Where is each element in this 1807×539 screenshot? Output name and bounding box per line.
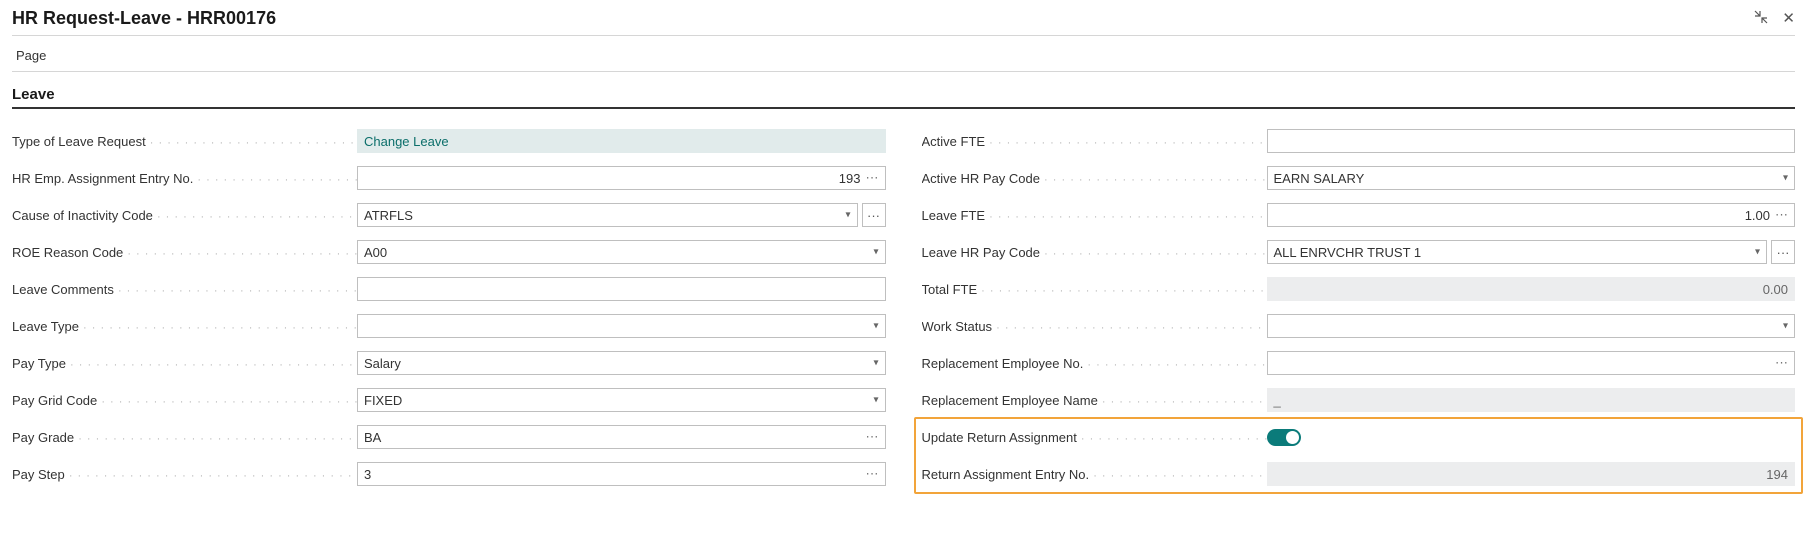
field-label: Return Assignment Entry No. [922, 467, 1267, 482]
pay-grade-input[interactable]: BA··· [357, 425, 886, 449]
field-label: ROE Reason Code [12, 245, 357, 260]
close-icon[interactable]: ✕ [1782, 11, 1795, 26]
field-pay-type: Pay Type Salary▾ [12, 351, 886, 375]
field-label: Type of Leave Request [12, 134, 357, 149]
roe-reason-select[interactable]: A00▾ [357, 240, 886, 264]
cause-of-inactivity-lookup-button[interactable]: ··· [862, 203, 886, 227]
active-hr-pay-code-select[interactable]: EARN SALARY▾ [1267, 166, 1796, 190]
field-update-return-assignment: Update Return Assignment [922, 425, 1796, 449]
form-body: Type of Leave Request Change Leave HR Em… [12, 129, 1795, 499]
update-return-assignment-toggle[interactable] [1267, 429, 1301, 446]
field-leave-fte: Leave FTE 1.00··· [922, 203, 1796, 227]
field-label: Active FTE [922, 134, 1267, 149]
chevron-down-icon: ▾ [873, 321, 878, 332]
chevron-down-icon: ▾ [1783, 173, 1788, 184]
field-label: Update Return Assignment [922, 430, 1267, 445]
field-pay-grid-code: Pay Grid Code FIXED▾ [12, 388, 886, 412]
field-cause-of-inactivity: Cause of Inactivity Code ATRFLS▾ ··· [12, 203, 886, 227]
window-controls: ✕ [1754, 10, 1795, 27]
field-type-of-leave-request: Type of Leave Request Change Leave [12, 129, 886, 153]
field-roe-reason-code: ROE Reason Code A00▾ [12, 240, 886, 264]
chevron-down-icon: ▾ [873, 247, 878, 258]
lookup-icon[interactable]: ··· [1775, 355, 1788, 370]
hr-emp-assignment-input[interactable]: 193··· [357, 166, 886, 190]
field-label: Total FTE [922, 282, 1267, 297]
pay-grid-code-select[interactable]: FIXED▾ [357, 388, 886, 412]
field-label: Replacement Employee No. [922, 356, 1267, 371]
pay-step-input[interactable]: 3··· [357, 462, 886, 486]
lookup-icon[interactable]: ··· [866, 466, 879, 481]
replacement-emp-name-value: _ [1267, 388, 1796, 412]
page-menu[interactable]: Page [16, 48, 46, 63]
type-of-leave-request-value: Change Leave [357, 129, 886, 153]
form-column-left: Type of Leave Request Change Leave HR Em… [12, 129, 886, 499]
leave-fte-input[interactable]: 1.00··· [1267, 203, 1796, 227]
field-label: Leave HR Pay Code [922, 245, 1267, 260]
field-pay-step: Pay Step 3··· [12, 462, 886, 486]
field-active-fte: Active FTE [922, 129, 1796, 153]
chevron-down-icon: ▾ [873, 358, 878, 369]
field-label: Pay Type [12, 356, 357, 371]
field-label: Pay Grade [12, 430, 357, 445]
collapse-icon[interactable] [1754, 10, 1768, 27]
field-label: Pay Grid Code [12, 393, 357, 408]
field-label: Replacement Employee Name [922, 393, 1267, 408]
section-title: Leave [12, 86, 1795, 109]
field-label: Active HR Pay Code [922, 171, 1267, 186]
field-label: Leave Type [12, 319, 357, 334]
replacement-emp-no-input[interactable]: ··· [1267, 351, 1796, 375]
field-label: Leave FTE [922, 208, 1267, 223]
divider [12, 35, 1795, 36]
field-label: HR Emp. Assignment Entry No. [12, 171, 357, 186]
field-total-fte: Total FTE 0.00 [922, 277, 1796, 301]
leave-hr-pay-code-select[interactable]: ALL ENRVCHR TRUST 1▾ [1267, 240, 1768, 264]
chevron-down-icon: ▾ [873, 395, 878, 406]
pay-type-select[interactable]: Salary▾ [357, 351, 886, 375]
field-return-assignment-entry-no: Return Assignment Entry No. 194 [922, 462, 1796, 486]
title-bar: HR Request-Leave - HRR00176 ✕ [12, 8, 1795, 29]
field-active-hr-pay-code: Active HR Pay Code EARN SALARY▾ [922, 166, 1796, 190]
field-hr-emp-assignment: HR Emp. Assignment Entry No. 193··· [12, 166, 886, 190]
work-status-select[interactable]: ▾ [1267, 314, 1796, 338]
field-leave-hr-pay-code: Leave HR Pay Code ALL ENRVCHR TRUST 1▾ ·… [922, 240, 1796, 264]
total-fte-value: 0.00 [1267, 277, 1796, 301]
form-column-right: Active FTE Active HR Pay Code EARN SALAR… [922, 129, 1796, 499]
field-leave-type: Leave Type ▾ [12, 314, 886, 338]
chevron-down-icon: ▾ [1755, 247, 1760, 258]
highlighted-region: Update Return Assignment Return Assignme… [914, 417, 1804, 494]
field-pay-grade: Pay Grade BA··· [12, 425, 886, 449]
field-label: Pay Step [12, 467, 357, 482]
lookup-icon[interactable]: ··· [866, 429, 879, 444]
chevron-down-icon: ▾ [1783, 321, 1788, 332]
return-assignment-entry-no-value: 194 [1267, 462, 1796, 486]
leave-comments-input[interactable] [357, 277, 886, 301]
cause-of-inactivity-select[interactable]: ATRFLS▾ [357, 203, 858, 227]
toolbar: Page [12, 40, 1795, 72]
field-label: Leave Comments [12, 282, 357, 297]
field-label: Cause of Inactivity Code [12, 208, 357, 223]
lookup-icon[interactable]: ··· [1775, 207, 1788, 222]
field-replacement-emp-name: Replacement Employee Name _ [922, 388, 1796, 412]
field-replacement-emp-no: Replacement Employee No. ··· [922, 351, 1796, 375]
active-fte-input[interactable] [1267, 129, 1796, 153]
page-title: HR Request-Leave - HRR00176 [12, 8, 276, 29]
field-label: Work Status [922, 319, 1267, 334]
chevron-down-icon: ▾ [845, 210, 850, 221]
leave-hr-pay-code-lookup-button[interactable]: ··· [1771, 240, 1795, 264]
lookup-icon[interactable]: ··· [866, 170, 879, 185]
leave-type-select[interactable]: ▾ [357, 314, 886, 338]
field-work-status: Work Status ▾ [922, 314, 1796, 338]
field-leave-comments: Leave Comments [12, 277, 886, 301]
